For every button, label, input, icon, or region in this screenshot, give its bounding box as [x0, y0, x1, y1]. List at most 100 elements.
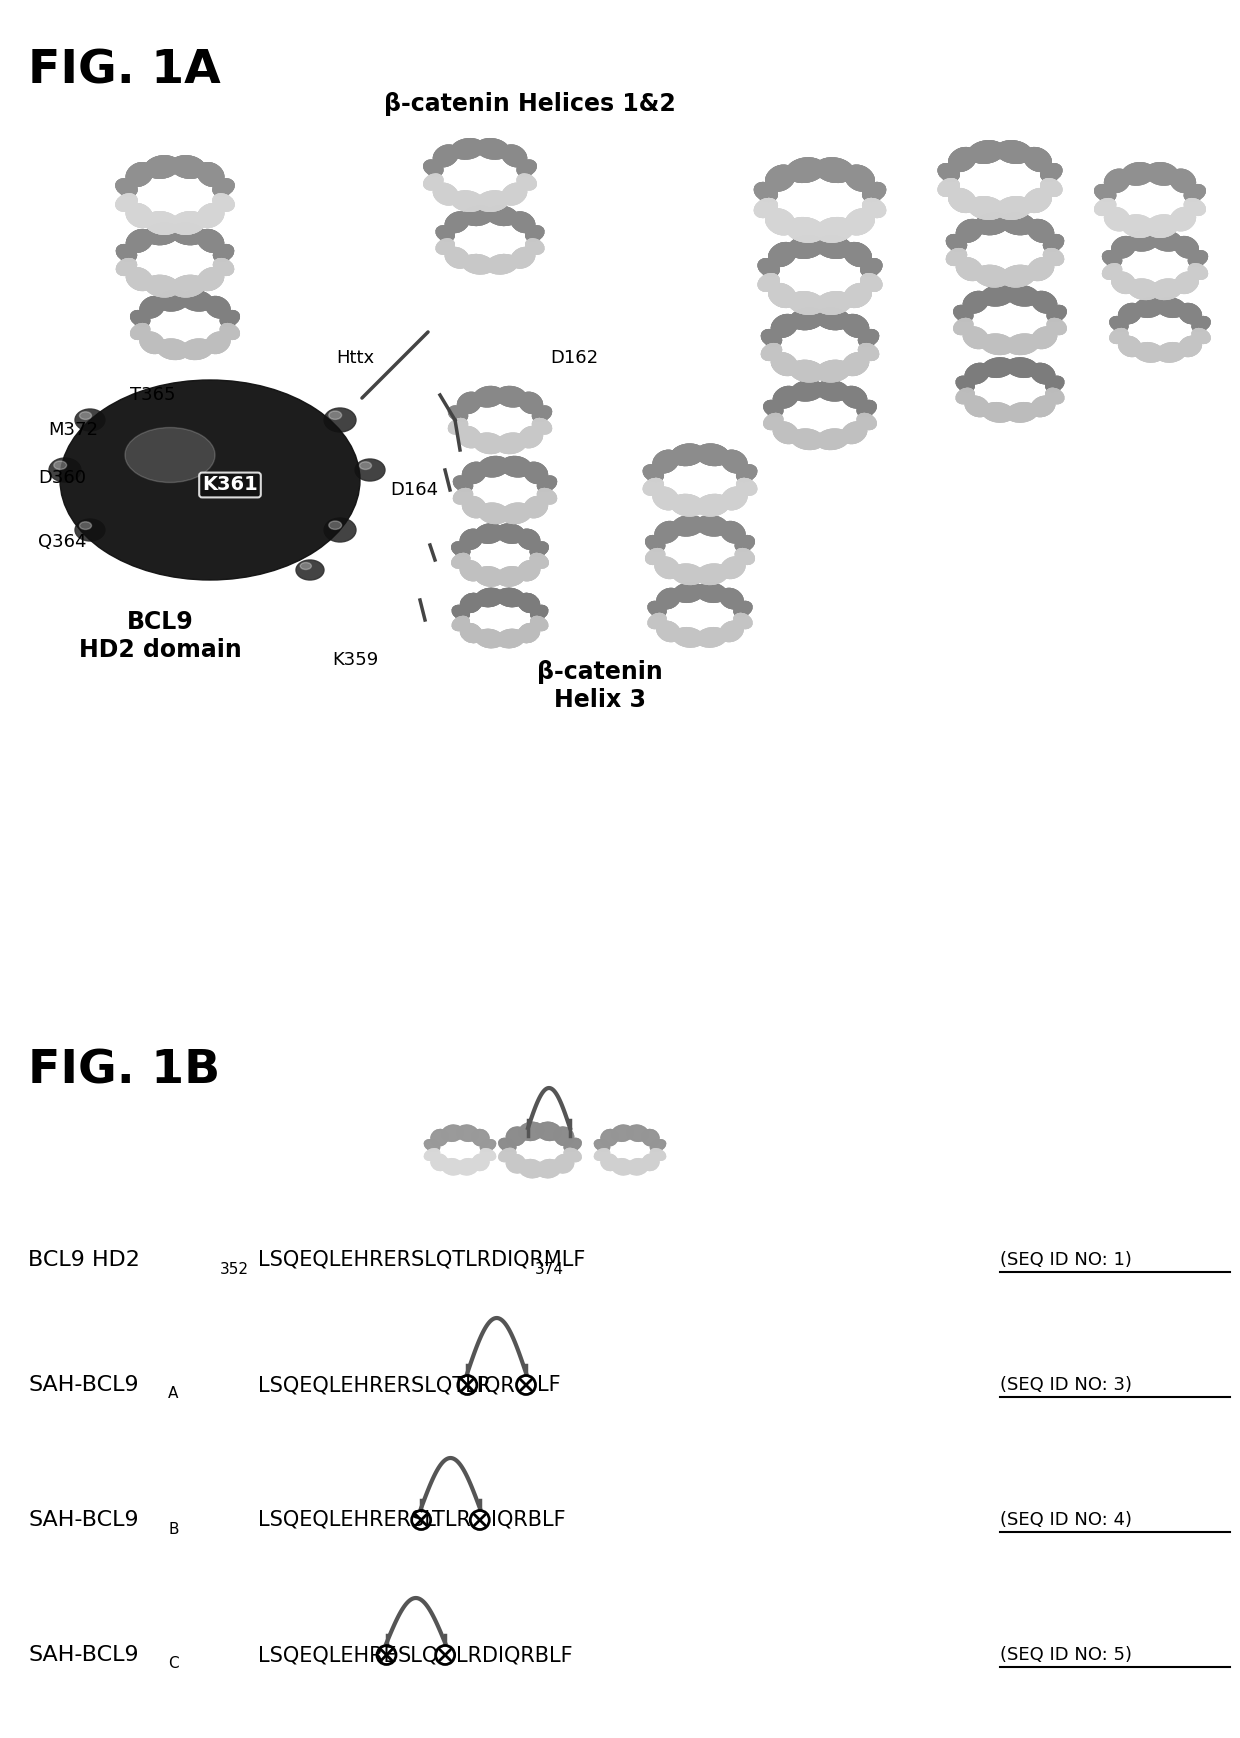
Ellipse shape — [954, 318, 973, 334]
Ellipse shape — [1151, 280, 1182, 299]
Ellipse shape — [968, 196, 1004, 219]
Ellipse shape — [126, 229, 153, 252]
Ellipse shape — [1192, 328, 1210, 344]
Text: β-catenin Helices 1&2: β-catenin Helices 1&2 — [384, 92, 676, 116]
Text: A: A — [167, 1387, 179, 1401]
Ellipse shape — [1171, 169, 1195, 193]
Ellipse shape — [737, 478, 756, 495]
Ellipse shape — [1179, 304, 1202, 323]
Text: B: B — [167, 1521, 179, 1536]
Ellipse shape — [1128, 280, 1159, 299]
Ellipse shape — [1045, 377, 1064, 391]
Ellipse shape — [126, 229, 153, 252]
Ellipse shape — [441, 1159, 464, 1175]
Ellipse shape — [458, 393, 481, 414]
Ellipse shape — [475, 567, 503, 586]
Ellipse shape — [1110, 328, 1128, 344]
Ellipse shape — [140, 297, 165, 318]
Ellipse shape — [735, 549, 754, 565]
Ellipse shape — [213, 245, 233, 261]
Ellipse shape — [206, 332, 229, 353]
Ellipse shape — [117, 195, 136, 210]
Ellipse shape — [644, 478, 663, 495]
Ellipse shape — [696, 495, 729, 516]
Ellipse shape — [206, 297, 229, 318]
Ellipse shape — [355, 459, 384, 481]
Ellipse shape — [771, 315, 797, 337]
Ellipse shape — [672, 516, 704, 535]
Ellipse shape — [525, 462, 548, 483]
Ellipse shape — [655, 558, 680, 579]
Ellipse shape — [956, 377, 975, 391]
Ellipse shape — [171, 275, 205, 297]
Ellipse shape — [946, 249, 966, 266]
Ellipse shape — [719, 589, 743, 608]
Ellipse shape — [145, 222, 179, 245]
Ellipse shape — [1179, 337, 1202, 356]
Ellipse shape — [843, 243, 872, 266]
Ellipse shape — [791, 429, 823, 450]
Ellipse shape — [1047, 306, 1066, 322]
Ellipse shape — [982, 403, 1014, 422]
Ellipse shape — [764, 400, 782, 417]
Ellipse shape — [181, 339, 213, 360]
Ellipse shape — [720, 558, 745, 579]
Ellipse shape — [1024, 189, 1052, 212]
Ellipse shape — [463, 254, 494, 275]
Ellipse shape — [956, 257, 982, 280]
Ellipse shape — [786, 158, 825, 182]
Ellipse shape — [842, 422, 867, 443]
Ellipse shape — [451, 553, 470, 568]
Ellipse shape — [816, 217, 853, 242]
Ellipse shape — [445, 247, 469, 268]
Ellipse shape — [436, 238, 454, 254]
Ellipse shape — [644, 478, 663, 495]
Ellipse shape — [537, 476, 557, 492]
Ellipse shape — [790, 308, 825, 330]
Ellipse shape — [1179, 337, 1202, 356]
Ellipse shape — [981, 285, 1014, 306]
Ellipse shape — [601, 1154, 618, 1170]
Text: Httx: Httx — [336, 349, 374, 367]
Ellipse shape — [671, 495, 704, 516]
Ellipse shape — [1135, 342, 1163, 362]
Ellipse shape — [1102, 250, 1122, 266]
Ellipse shape — [672, 516, 704, 535]
Ellipse shape — [1024, 148, 1052, 172]
Ellipse shape — [1146, 216, 1178, 238]
Ellipse shape — [982, 403, 1014, 422]
Ellipse shape — [296, 560, 324, 580]
Ellipse shape — [1007, 403, 1038, 422]
Ellipse shape — [774, 386, 799, 408]
Ellipse shape — [789, 236, 825, 259]
Ellipse shape — [475, 629, 503, 648]
Ellipse shape — [769, 243, 796, 266]
Ellipse shape — [1095, 198, 1116, 216]
Ellipse shape — [206, 332, 229, 353]
Ellipse shape — [968, 141, 1004, 163]
Ellipse shape — [1032, 327, 1056, 349]
Ellipse shape — [981, 285, 1014, 306]
Ellipse shape — [451, 542, 470, 556]
Ellipse shape — [463, 462, 486, 483]
Ellipse shape — [857, 414, 877, 429]
Ellipse shape — [197, 203, 223, 228]
Ellipse shape — [506, 1126, 526, 1145]
Ellipse shape — [1122, 163, 1154, 184]
Ellipse shape — [496, 386, 527, 407]
Ellipse shape — [458, 426, 481, 448]
Ellipse shape — [758, 259, 779, 276]
Ellipse shape — [771, 353, 797, 375]
Ellipse shape — [627, 1159, 649, 1175]
Ellipse shape — [140, 297, 165, 318]
Ellipse shape — [206, 297, 229, 318]
Ellipse shape — [1032, 327, 1056, 349]
Ellipse shape — [532, 419, 552, 434]
Ellipse shape — [324, 408, 356, 433]
Ellipse shape — [816, 381, 849, 401]
Ellipse shape — [1156, 342, 1185, 362]
Ellipse shape — [1112, 273, 1136, 294]
Ellipse shape — [956, 219, 982, 242]
Ellipse shape — [657, 589, 681, 608]
Ellipse shape — [657, 620, 681, 641]
